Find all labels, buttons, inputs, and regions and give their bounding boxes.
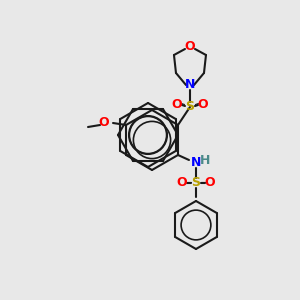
Text: O: O [177,176,187,190]
Text: O: O [172,98,182,112]
Text: S: S [185,100,194,113]
Text: O: O [185,40,195,53]
Text: N: N [191,157,201,169]
Text: O: O [99,116,109,130]
Text: H: H [200,154,210,166]
Text: O: O [205,176,215,190]
Text: N: N [185,79,195,92]
Text: S: S [191,176,200,190]
Text: O: O [198,98,208,112]
